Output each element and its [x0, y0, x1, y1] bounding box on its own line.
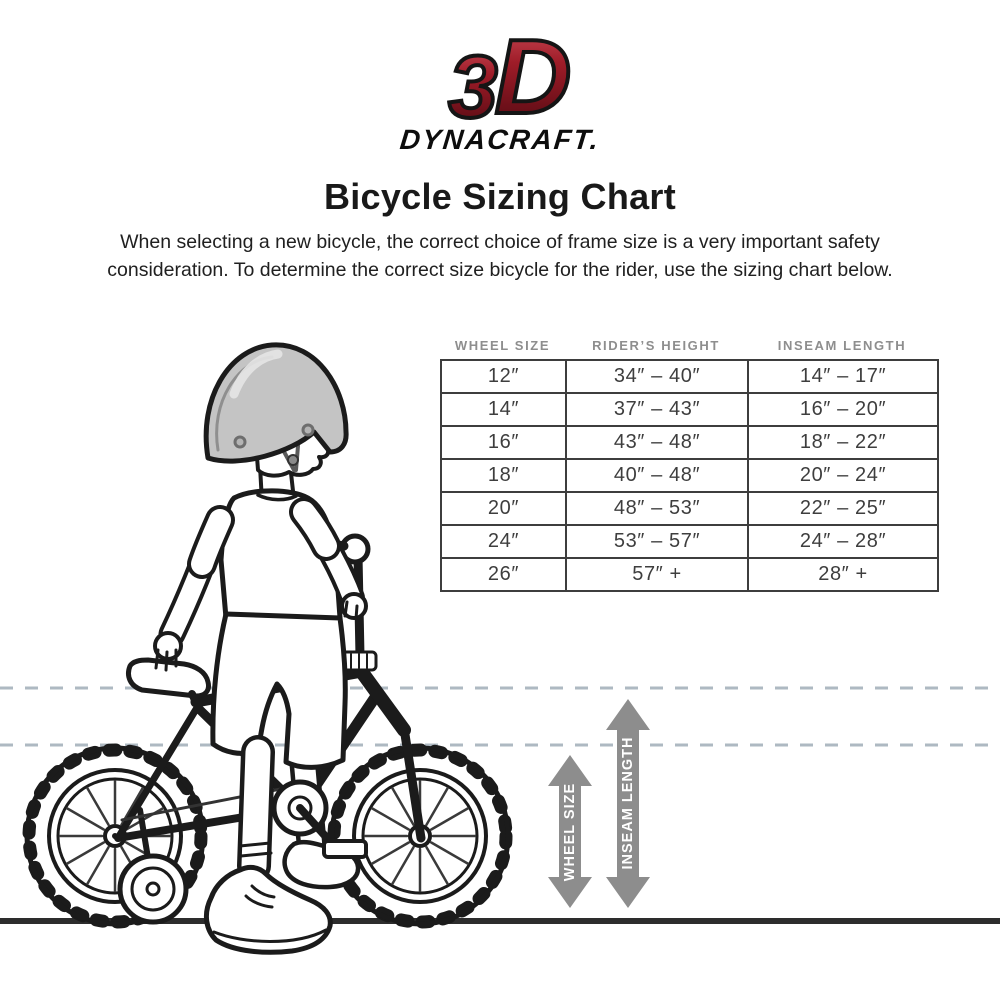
page-description: When selecting a new bicycle, the correc… — [0, 229, 1000, 284]
column-header-riders-height: RIDER’S HEIGHT — [592, 338, 720, 353]
cell-wheel-size: 20″ — [440, 491, 567, 526]
table-row: 14″ 37″ – 43″ 16″ – 20″ — [440, 392, 939, 427]
wheel-size-arrow: WHEEL SIZE — [548, 755, 592, 908]
cell-riders-height: 57″ + — [565, 557, 749, 592]
cell-inseam-length: 20″ – 24″ — [747, 458, 939, 493]
logo-digit-3: 3 — [449, 37, 498, 126]
wheel-size-arrow-label: WHEEL SIZE — [562, 783, 578, 881]
cell-riders-height: 34″ – 40″ — [565, 359, 749, 394]
cell-inseam-length: 28″ + — [747, 557, 939, 592]
description-line-1: When selecting a new bicycle, the correc… — [120, 231, 880, 253]
sizing-table-header: WHEEL SIZE RIDER’S HEIGHT INSEAM LENGTH — [440, 338, 937, 353]
saddle — [126, 657, 211, 699]
sizing-table: WHEEL SIZE RIDER’S HEIGHT INSEAM LENGTH … — [440, 338, 939, 592]
helmet-vent — [233, 435, 247, 449]
cell-riders-height: 48″ – 53″ — [565, 491, 749, 526]
cell-inseam-length: 16″ – 20″ — [747, 392, 939, 427]
cell-wheel-size: 12″ — [440, 359, 567, 394]
table-row: 24″ 53″ – 57″ 24″ – 28″ — [440, 524, 939, 559]
table-row: 26″ 57″ + 28″ + — [440, 557, 939, 592]
description-line-2: consideration. To determine the correct … — [107, 258, 893, 281]
cell-wheel-size: 24″ — [440, 524, 567, 559]
table-row: 16″ 43″ – 48″ 18″ – 22″ — [440, 425, 939, 460]
cell-riders-height: 40″ – 48″ — [565, 458, 749, 493]
helmet — [203, 342, 349, 464]
cell-wheel-size: 14″ — [440, 392, 567, 427]
page-title: Bicycle Sizing Chart — [323, 176, 677, 217]
cell-riders-height: 43″ – 48″ — [565, 425, 749, 460]
table-row: 18″ 40″ – 48″ 20″ – 24″ — [440, 458, 939, 493]
strap-buckle — [287, 454, 299, 466]
cell-wheel-size: 26″ — [440, 557, 567, 592]
helmet-shine — [229, 349, 283, 399]
boy-illustration — [153, 342, 368, 955]
front-shoe — [203, 864, 333, 955]
shorts — [210, 611, 348, 770]
crank-and-pedal — [271, 779, 368, 859]
logo-letter-d: D — [495, 18, 572, 126]
collar — [256, 493, 298, 502]
table-row: 20″ 48″ – 53″ 22″ – 25″ — [440, 491, 939, 526]
cell-inseam-length: 22″ – 25″ — [747, 491, 939, 526]
cell-inseam-length: 14″ – 17″ — [747, 359, 939, 394]
column-header-inseam-length: INSEAM LENGTH — [777, 338, 907, 353]
cell-wheel-size: 16″ — [440, 425, 567, 460]
column-header-wheel-size: WHEEL SIZE — [454, 338, 551, 353]
inseam-length-arrow: INSEAM LENGTH — [606, 699, 650, 908]
right-hand — [340, 592, 368, 620]
cell-riders-height: 53″ – 57″ — [565, 524, 749, 559]
cell-inseam-length: 24″ – 28″ — [747, 524, 939, 559]
pedal — [322, 839, 368, 859]
training-wheel — [117, 807, 189, 925]
3d-logo-mark-icon: D 3 — [447, 18, 574, 126]
cell-wheel-size: 18″ — [440, 458, 567, 493]
dynacraft-3d-logo: D 3 — [0, 18, 1000, 126]
cell-inseam-length: 18″ – 22″ — [747, 425, 939, 460]
inseam-length-arrow-label: INSEAM LENGTH — [620, 736, 636, 869]
table-row: 12″ 34″ – 40″ 14″ – 17″ — [440, 359, 939, 394]
helmet-vent-2 — [301, 423, 315, 437]
cell-riders-height: 37″ – 43″ — [565, 392, 749, 427]
